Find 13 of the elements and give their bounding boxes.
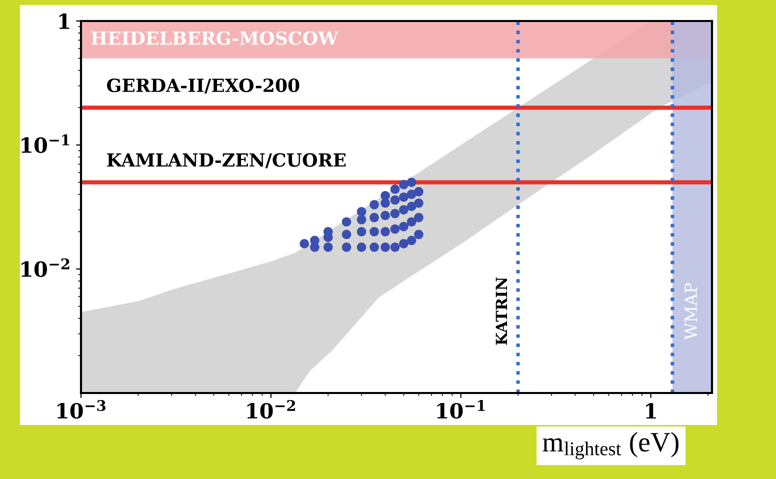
ref-line-label: GERDA-II/EXO-200 — [107, 78, 300, 94]
band-label: HEIDELBERG-MOSCOW — [91, 31, 338, 45]
ref-line-label: KAMLAND-ZEN/CUORE — [107, 153, 346, 168]
x-tick-label: 1 — [646, 403, 656, 419]
ref-line-label: KATRIN — [496, 277, 508, 345]
x-tick-label: 10$^{−3}$ — [57, 400, 106, 419]
band-label: WMAP — [684, 283, 697, 340]
x-axis-title: m$_{lightest}$ (eV) — [542, 432, 678, 460]
y-tick-label: 10$^{−1}$ — [22, 134, 70, 154]
y-tick-label: 1 — [59, 13, 70, 29]
y-tick-label: 10$^{−2}$ — [22, 258, 70, 278]
x-tick-label: 10$^{−2}$ — [247, 400, 296, 419]
x-tick-label: 10$^{−1}$ — [437, 400, 485, 419]
